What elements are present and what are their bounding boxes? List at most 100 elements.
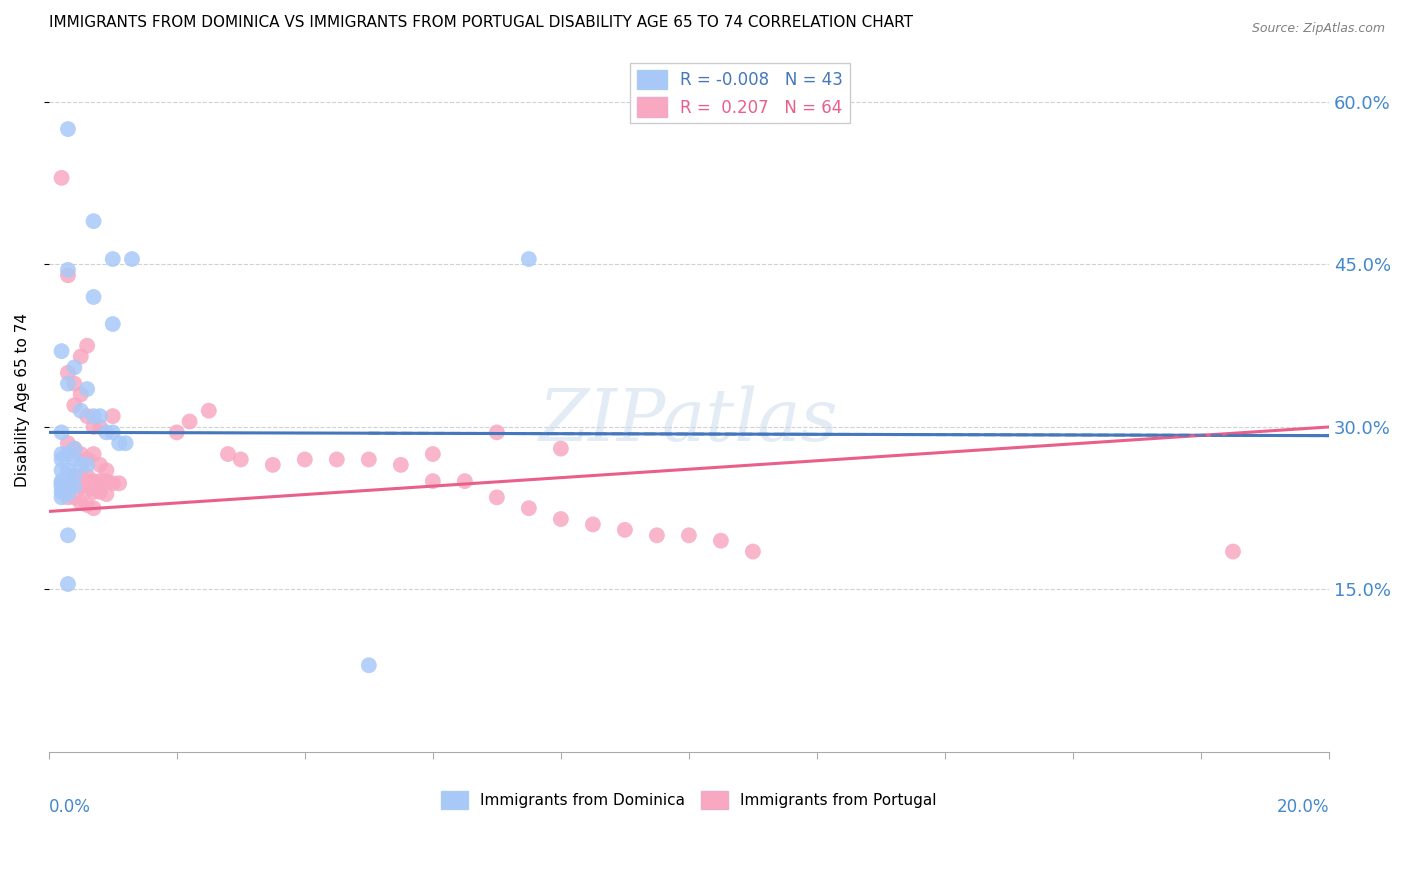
Point [108,476,131,491]
Point [69,387,91,401]
Point [56,366,79,380]
Point [63,452,86,467]
Point [96,474,118,488]
Point [83,501,105,516]
Point [389,458,412,472]
Point [89,409,111,424]
Point [83,420,105,434]
Point [96,487,118,501]
Point [83,474,105,488]
Point [229,452,252,467]
Point [56,474,79,488]
Point [550,442,572,456]
Point [51,447,73,461]
Point [108,436,131,450]
Point [121,252,143,266]
Point [63,468,86,483]
Point [69,468,91,483]
Point [69,479,91,493]
Text: 20.0%: 20.0% [1277,797,1329,815]
Point [63,442,86,456]
Point [101,317,124,331]
Point [83,214,105,228]
Point [96,425,118,440]
Point [76,468,98,483]
Point [76,458,98,472]
Point [485,425,508,440]
Point [83,447,105,461]
Point [76,382,98,396]
Point [56,447,79,461]
Point [56,376,79,391]
Point [422,447,444,461]
Point [51,170,73,185]
Point [89,474,111,488]
Point [69,496,91,510]
Point [89,485,111,500]
Point [51,474,73,488]
Point [89,420,111,434]
Point [56,577,79,591]
Point [63,398,86,412]
Y-axis label: Disability Age 65 to 74: Disability Age 65 to 74 [15,313,30,487]
Point [56,122,79,136]
Text: ZIPatlas: ZIPatlas [538,385,839,457]
Point [56,487,79,501]
Point [63,360,86,375]
Point [613,523,636,537]
Point [56,468,79,483]
Point [56,436,79,450]
Point [51,479,73,493]
Point [710,533,733,548]
Text: IMMIGRANTS FROM DOMINICA VS IMMIGRANTS FROM PORTUGAL DISABILITY AGE 65 TO 74 COR: IMMIGRANTS FROM DOMINICA VS IMMIGRANTS F… [49,15,912,30]
Point [63,479,86,493]
Point [51,344,73,359]
Point [56,268,79,283]
Point [76,409,98,424]
Point [51,452,73,467]
Point [76,452,98,467]
Point [294,452,316,467]
Point [262,458,284,472]
Point [51,425,73,440]
Point [56,463,79,477]
Point [56,528,79,542]
Point [741,544,763,558]
Point [422,474,444,488]
Point [69,350,91,364]
Point [517,501,540,516]
Point [51,463,73,477]
Point [63,442,86,456]
Point [517,252,540,266]
Point [56,479,79,493]
Point [89,458,111,472]
Point [645,528,668,542]
Point [51,476,73,491]
Point [101,252,124,266]
Point [83,485,105,500]
Point [217,447,239,461]
Point [357,658,380,673]
Point [56,479,79,493]
Point [63,376,86,391]
Point [357,452,380,467]
Point [51,485,73,500]
Point [76,498,98,512]
Point [69,458,91,472]
Point [166,425,188,440]
Point [56,263,79,277]
Text: 0.0%: 0.0% [49,797,90,815]
Point [63,479,86,493]
Point [678,528,700,542]
Point [454,474,477,488]
Point [51,491,73,505]
Point [76,483,98,497]
Point [101,425,124,440]
Point [179,415,201,429]
Point [69,403,91,417]
Point [582,517,605,532]
Point [83,290,105,304]
Point [83,409,105,424]
Point [197,403,219,417]
Point [101,409,124,424]
